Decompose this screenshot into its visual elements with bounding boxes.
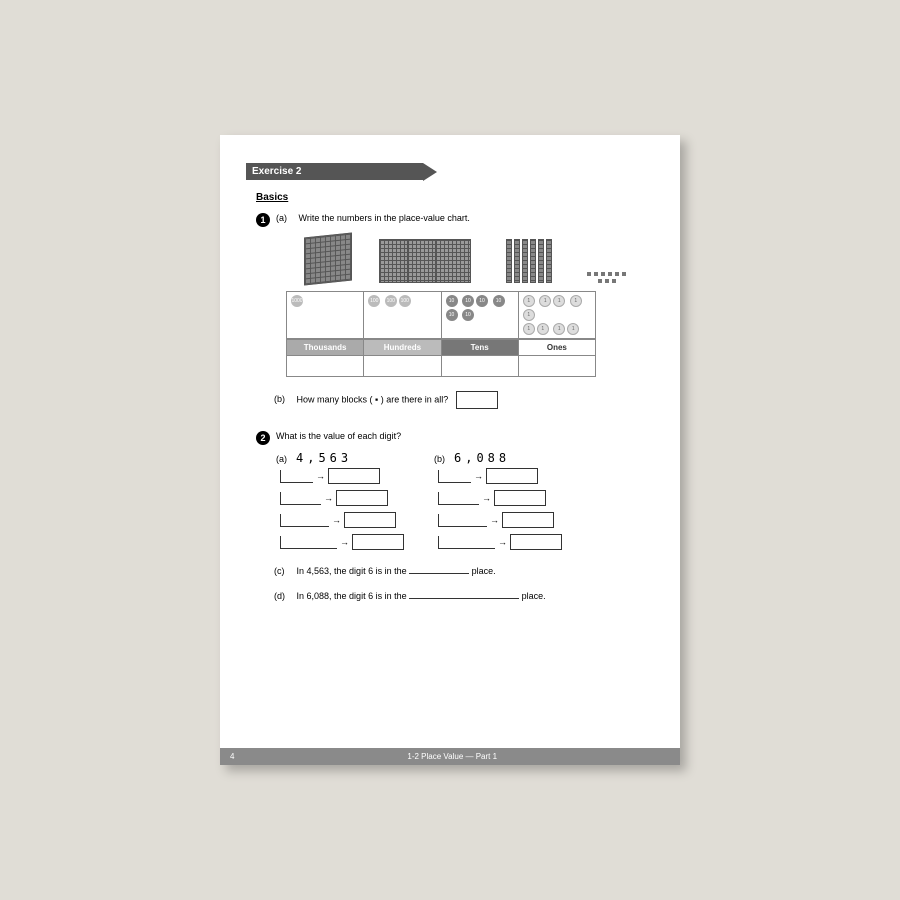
q2c-row: (c) In 4,563, the digit 6 is in the plac… — [274, 563, 644, 576]
place-value-discs: 1000 100 100100 10 1010 1010 10 1 11 11 … — [286, 291, 596, 339]
q2d-post: place. — [522, 591, 546, 601]
thousand-cube-icon — [304, 232, 352, 285]
q1-badge: 1 — [256, 213, 270, 227]
q1b-row: (b) How many blocks ( ▪ ) are there in a… — [274, 391, 644, 409]
q2b-box-2[interactable] — [494, 490, 546, 506]
arrow-icon: → — [316, 471, 325, 481]
col-hundreds: Hundreds — [364, 340, 441, 356]
q2a-box-2[interactable] — [336, 490, 388, 506]
col-tens: Tens — [441, 340, 518, 356]
col-ones: Ones — [518, 340, 595, 356]
q2a-box-3[interactable] — [344, 512, 396, 528]
page-number: 4 — [230, 752, 234, 761]
q2d-blank[interactable] — [409, 588, 519, 599]
q2b-box-3[interactable] — [502, 512, 554, 528]
q2d-pre: In 6,088, the digit 6 is in the — [297, 591, 410, 601]
q2d-row: (d) In 6,088, the digit 6 is in the plac… — [274, 588, 644, 601]
col-thousands: Thousands — [287, 340, 364, 356]
q2b-number: 6,088 — [454, 451, 510, 465]
worksheet-page: Exercise 2 Basics 1 (a) Write the number… — [220, 135, 680, 765]
q1b-text: How many blocks ( ▪ ) are there in all? — [297, 394, 449, 404]
q2a-number: 4,563 — [296, 451, 352, 465]
q2c-post: place. — [472, 566, 496, 576]
hundred-disc-icon: 100 — [368, 295, 380, 307]
q2a-box-4[interactable] — [352, 534, 404, 550]
q1b-label: (b) — [274, 394, 294, 404]
q2-text: What is the value of each digit? — [276, 431, 401, 445]
thousand-disc-icon: 1000 — [291, 295, 303, 307]
question-2: 2 What is the value of each digit? — [256, 431, 644, 445]
ten-disc-icon: 10 — [446, 295, 458, 307]
section-heading: Basics — [256, 192, 644, 203]
hundred-flats-icon — [387, 239, 471, 283]
q2a-diagram: (a)4,563 → → → → — [276, 451, 404, 553]
q2a-box-1[interactable] — [328, 468, 380, 484]
q2b-box-4[interactable] — [510, 534, 562, 550]
q2b-diagram: (b)6,088 → → → → — [434, 451, 562, 553]
q1a-text: Write the numbers in the place-value cha… — [299, 213, 470, 223]
unit-blocks-icon — [587, 272, 627, 283]
page-footer: 4 1-2 Place Value — Part 1 — [220, 748, 680, 765]
q2c-blank[interactable] — [409, 563, 469, 574]
one-disc-icon: 1 — [523, 295, 535, 307]
digit-value-diagrams: (a)4,563 → → → → (b)6,088 → → → → — [276, 451, 644, 553]
answer-cell-hundreds[interactable] — [364, 356, 441, 377]
content-area: Exercise 2 Basics 1 (a) Write the number… — [220, 135, 680, 601]
q2c-pre: In 4,563, the digit 6 is in the — [297, 566, 410, 576]
question-1: 1 (a) Write the numbers in the place-val… — [256, 213, 644, 227]
q1b-answer-box[interactable] — [456, 391, 498, 409]
q1a-label: (a) — [276, 213, 296, 223]
q2-badge: 2 — [256, 431, 270, 445]
answer-cell-thousands[interactable] — [287, 356, 364, 377]
exercise-header: Exercise 2 — [246, 163, 423, 180]
q2b-box-1[interactable] — [486, 468, 538, 484]
ten-rods-icon — [506, 239, 552, 283]
base-ten-blocks — [286, 235, 644, 283]
place-value-chart: Thousands Hundreds Tens Ones — [286, 339, 596, 377]
footer-title: 1-2 Place Value — Part 1 — [407, 752, 497, 761]
answer-cell-tens[interactable] — [441, 356, 518, 377]
answer-cell-ones[interactable] — [518, 356, 595, 377]
